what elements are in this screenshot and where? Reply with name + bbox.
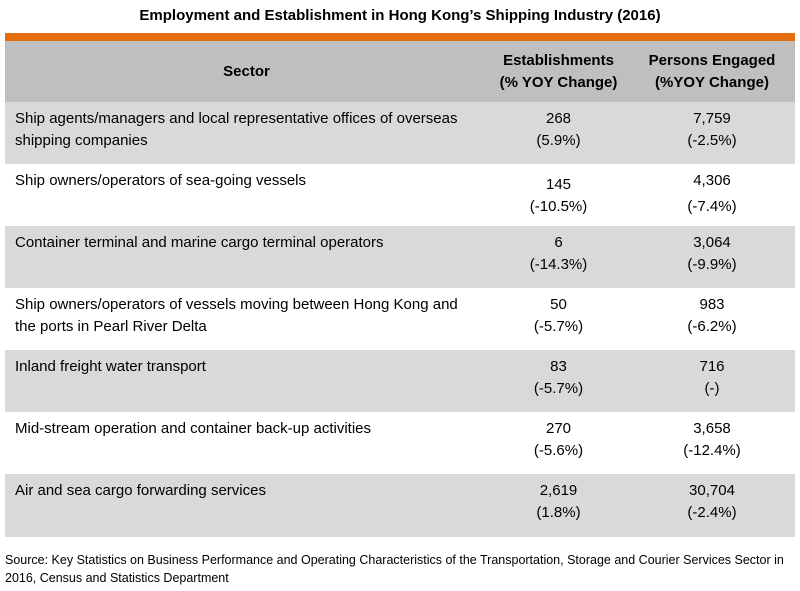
sector-cell: Ship owners/operators of vessels moving … xyxy=(15,296,458,335)
sector-cell: Container terminal and marine cargo term… xyxy=(15,234,384,251)
persons-value: 3,658 xyxy=(693,420,731,437)
establishments-value: 83 xyxy=(550,358,567,375)
table-row: Ship owners/operators of sea-going vesse… xyxy=(5,164,795,226)
establishments-change: (-5.7%) xyxy=(533,380,584,397)
establishments-change: (5.9%) xyxy=(536,132,581,149)
sector-cell: Mid-stream operation and container back-… xyxy=(15,420,372,437)
establishments-cell: 268 (5.9%) xyxy=(488,102,629,164)
establishments-change: (-5.7%) xyxy=(533,318,584,335)
persons-change: (-6.2%) xyxy=(687,318,737,335)
table-row: Ship agents/managers and local represent… xyxy=(5,102,795,164)
persons-cell: 716 (-) xyxy=(629,350,795,412)
establishments-value: 268 xyxy=(545,110,572,127)
header-establishments-line1: Establishments xyxy=(503,51,614,69)
establishments-change: (1.8%) xyxy=(536,504,581,521)
establishments-value: 2,619 xyxy=(539,482,578,499)
header-persons-line2: (%YOY Change) xyxy=(655,73,769,91)
sector-cell: Ship agents/managers and local represent… xyxy=(15,110,458,149)
establishments-value: 270 xyxy=(545,420,572,437)
establishments-cell: 6 (-14.3%) xyxy=(488,226,629,288)
table-row: Inland freight water transport 83 (-5.7%… xyxy=(5,350,795,412)
table-header: Sector Establishments (% YOY Change) Per… xyxy=(5,41,795,102)
table-row: Container terminal and marine cargo term… xyxy=(5,226,795,288)
establishments-change: (-5.6%) xyxy=(533,442,584,459)
sector-cell: Ship owners/operators of sea-going vesse… xyxy=(15,172,306,189)
establishments-change: (-10.5%) xyxy=(529,198,588,215)
persons-cell: 983 (-6.2%) xyxy=(629,288,795,350)
establishments-cell: 270 (-5.6%) xyxy=(488,412,629,474)
persons-value: 30,704 xyxy=(689,482,735,499)
accent-bar xyxy=(5,33,795,41)
persons-change: (-2.5%) xyxy=(687,132,737,149)
source-note: Source: Key Statistics on Business Perfo… xyxy=(5,553,784,585)
persons-cell: 3,064 (-9.9%) xyxy=(629,226,795,288)
sector-cell: Air and sea cargo forwarding services xyxy=(15,482,266,499)
persons-change: (-9.9%) xyxy=(687,256,737,273)
header-establishments-line2: (% YOY Change) xyxy=(499,73,618,91)
header-sector: Sector xyxy=(223,62,270,80)
persons-change: (-2.4%) xyxy=(687,504,737,521)
establishments-value: 50 xyxy=(550,296,567,313)
table-row: Ship owners/operators of vessels moving … xyxy=(5,288,795,350)
establishments-cell: 2,619 (1.8%) xyxy=(488,474,629,537)
persons-cell: 30,704 (-2.4%) xyxy=(629,474,795,537)
sector-cell: Inland freight water transport xyxy=(15,358,206,375)
establishments-change: (-14.3%) xyxy=(529,256,588,273)
header-persons-engaged: Persons Engaged (%YOY Change) xyxy=(629,41,795,102)
table-row: Mid-stream operation and container back-… xyxy=(5,412,795,474)
persons-cell: 3,658 (-12.4%) xyxy=(629,412,795,474)
table-row: Air and sea cargo forwarding services 2,… xyxy=(5,474,795,537)
shipping-table: Sector Establishments (% YOY Change) Per… xyxy=(5,41,795,537)
establishments-cell: 83 (-5.7%) xyxy=(488,350,629,412)
persons-value: 3,064 xyxy=(693,234,731,251)
persons-change: (-) xyxy=(704,380,720,397)
persons-cell: 4,306 (-7.4%) xyxy=(629,164,795,226)
persons-change: (-12.4%) xyxy=(683,442,741,459)
header-establishments: Establishments (% YOY Change) xyxy=(488,41,629,102)
persons-cell: 7,759 (-2.5%) xyxy=(629,102,795,164)
persons-value: 983 xyxy=(699,296,725,313)
establishments-cell: 145 (-10.5%) xyxy=(488,164,629,226)
establishments-value: 6 xyxy=(554,234,563,251)
establishments-cell: 50 (-5.7%) xyxy=(488,288,629,350)
persons-value: 716 xyxy=(699,358,725,375)
establishments-value: 145 xyxy=(545,176,572,193)
persons-change: (-7.4%) xyxy=(687,198,737,215)
persons-value: 7,759 xyxy=(693,110,731,127)
persons-value: 4,306 xyxy=(693,172,731,189)
table-title: Employment and Establishment in Hong Kon… xyxy=(139,7,661,24)
header-persons-line1: Persons Engaged xyxy=(648,51,776,69)
